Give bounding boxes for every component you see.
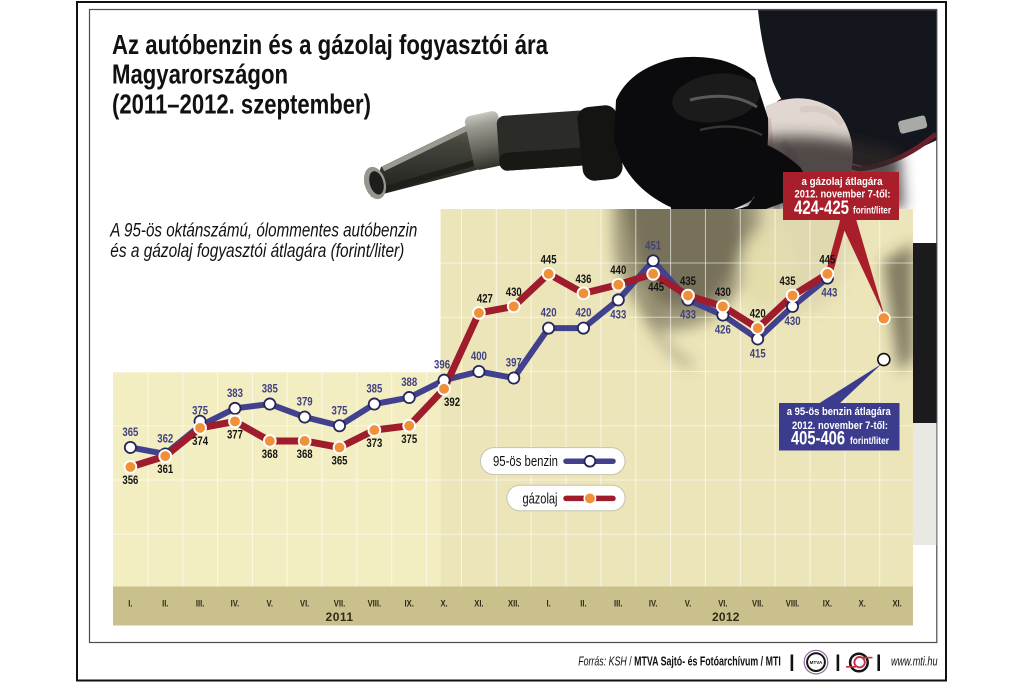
- svg-text:368: 368: [297, 449, 314, 461]
- svg-text:a gázolaj átlagára: a gázolaj átlagára: [802, 176, 884, 188]
- svg-text:II.: II.: [162, 599, 168, 610]
- svg-text:Az autóbenzin és a gázolaj fog: Az autóbenzin és a gázolaj fogyasztói ár…: [112, 29, 548, 60]
- svg-text:374: 374: [192, 436, 209, 448]
- svg-text:396: 396: [434, 360, 450, 372]
- svg-text:377: 377: [227, 429, 243, 441]
- svg-text:IV.: IV.: [231, 599, 240, 610]
- svg-text:430: 430: [785, 316, 801, 328]
- svg-text:V.: V.: [267, 599, 274, 610]
- svg-text:IX.: IX.: [823, 599, 832, 610]
- svg-text:IX.: IX.: [405, 599, 414, 610]
- svg-text:II.: II.: [580, 599, 586, 610]
- svg-text:373: 373: [366, 438, 382, 450]
- svg-text:383: 383: [227, 388, 243, 400]
- svg-text:2011: 2011: [326, 610, 354, 624]
- svg-text:433: 433: [610, 309, 626, 321]
- svg-text:III.: III.: [614, 599, 623, 610]
- svg-text:VII.: VII.: [334, 599, 345, 610]
- svg-text:424-425: 424-425: [794, 198, 849, 219]
- svg-text:VI.: VI.: [718, 599, 727, 610]
- svg-text:356: 356: [122, 475, 138, 487]
- svg-text:V.: V.: [685, 599, 692, 610]
- svg-text:420: 420: [750, 309, 766, 321]
- svg-text:361: 361: [157, 464, 174, 476]
- svg-text:www.mti.hu: www.mti.hu: [891, 654, 938, 668]
- svg-text:375: 375: [192, 405, 209, 417]
- svg-text:III.: III.: [196, 599, 205, 610]
- svg-text:436: 436: [575, 274, 591, 286]
- svg-text:368: 368: [262, 449, 279, 461]
- svg-text:400: 400: [471, 351, 487, 363]
- svg-text:435: 435: [680, 276, 697, 288]
- svg-text:388: 388: [401, 377, 418, 389]
- svg-text:XI.: XI.: [892, 599, 901, 610]
- svg-text:426: 426: [715, 325, 731, 337]
- svg-text:385: 385: [366, 384, 383, 396]
- svg-text:443: 443: [821, 288, 837, 300]
- svg-text:433: 433: [680, 309, 696, 321]
- svg-text:XII.: XII.: [508, 599, 519, 610]
- svg-text:375: 375: [332, 405, 349, 417]
- svg-text:Forrás: KSH / MTVA Sajtó- és F: Forrás: KSH / MTVA Sajtó- és Fotóarchívu…: [578, 653, 781, 668]
- svg-text:95-ös benzin: 95-ös benzin: [493, 453, 558, 470]
- svg-text:2012: 2012: [712, 610, 740, 624]
- svg-text:és a gázolaj fogyasztói átlagá: és a gázolaj fogyasztói átlagára (forint…: [110, 241, 404, 262]
- svg-text:forint/liter: forint/liter: [850, 436, 889, 447]
- svg-text:385: 385: [262, 384, 279, 396]
- svg-text:445: 445: [648, 282, 665, 294]
- svg-text:415: 415: [750, 348, 767, 360]
- svg-text:X.: X.: [440, 599, 447, 610]
- svg-text:forint/liter: forint/liter: [853, 206, 891, 217]
- svg-text:445: 445: [541, 254, 558, 266]
- svg-text:420: 420: [541, 308, 557, 320]
- svg-text:I.: I.: [128, 599, 132, 610]
- svg-text:379: 379: [297, 397, 313, 409]
- svg-text:362: 362: [157, 433, 173, 445]
- svg-text:435: 435: [780, 276, 797, 288]
- svg-text:VIII.: VIII.: [368, 599, 382, 610]
- svg-text:440: 440: [610, 265, 626, 277]
- svg-text:a 95-ös benzin átlagára: a 95-ös benzin átlagára: [787, 406, 892, 418]
- svg-text:2012. november 7-től:: 2012. november 7-től:: [792, 420, 888, 432]
- svg-text:375: 375: [401, 434, 418, 446]
- svg-text:430: 430: [715, 287, 731, 299]
- svg-text:397: 397: [506, 358, 522, 370]
- svg-text:(2011–2012. szeptember): (2011–2012. szeptember): [112, 89, 371, 120]
- svg-text:VIII.: VIII.: [786, 599, 800, 610]
- svg-text:I.: I.: [547, 599, 551, 610]
- svg-text:X.: X.: [859, 599, 866, 610]
- svg-text:430: 430: [506, 287, 522, 299]
- svg-text:VI.: VI.: [300, 599, 309, 610]
- svg-text:405-406: 405-406: [791, 429, 845, 450]
- svg-text:445: 445: [819, 254, 836, 266]
- svg-text:365: 365: [122, 427, 139, 439]
- svg-text:IV.: IV.: [649, 599, 658, 610]
- svg-text:MTVA: MTVA: [810, 660, 823, 665]
- svg-text:427: 427: [477, 293, 493, 305]
- svg-text:2012. november 7-től:: 2012. november 7-től:: [795, 189, 891, 201]
- svg-text:451: 451: [645, 240, 662, 252]
- svg-text:A 95-ös oktánszámú, ólommentes: A 95-ös oktánszámú, ólommentes autóbenzi…: [110, 221, 418, 242]
- svg-text:gázolaj: gázolaj: [523, 490, 558, 507]
- svg-text:XI.: XI.: [474, 599, 483, 610]
- svg-text:420: 420: [575, 308, 591, 320]
- svg-text:VII.: VII.: [752, 599, 763, 610]
- svg-text:392: 392: [444, 397, 460, 409]
- svg-text:Magyarországon: Magyarországon: [112, 59, 288, 90]
- svg-text:365: 365: [332, 455, 349, 467]
